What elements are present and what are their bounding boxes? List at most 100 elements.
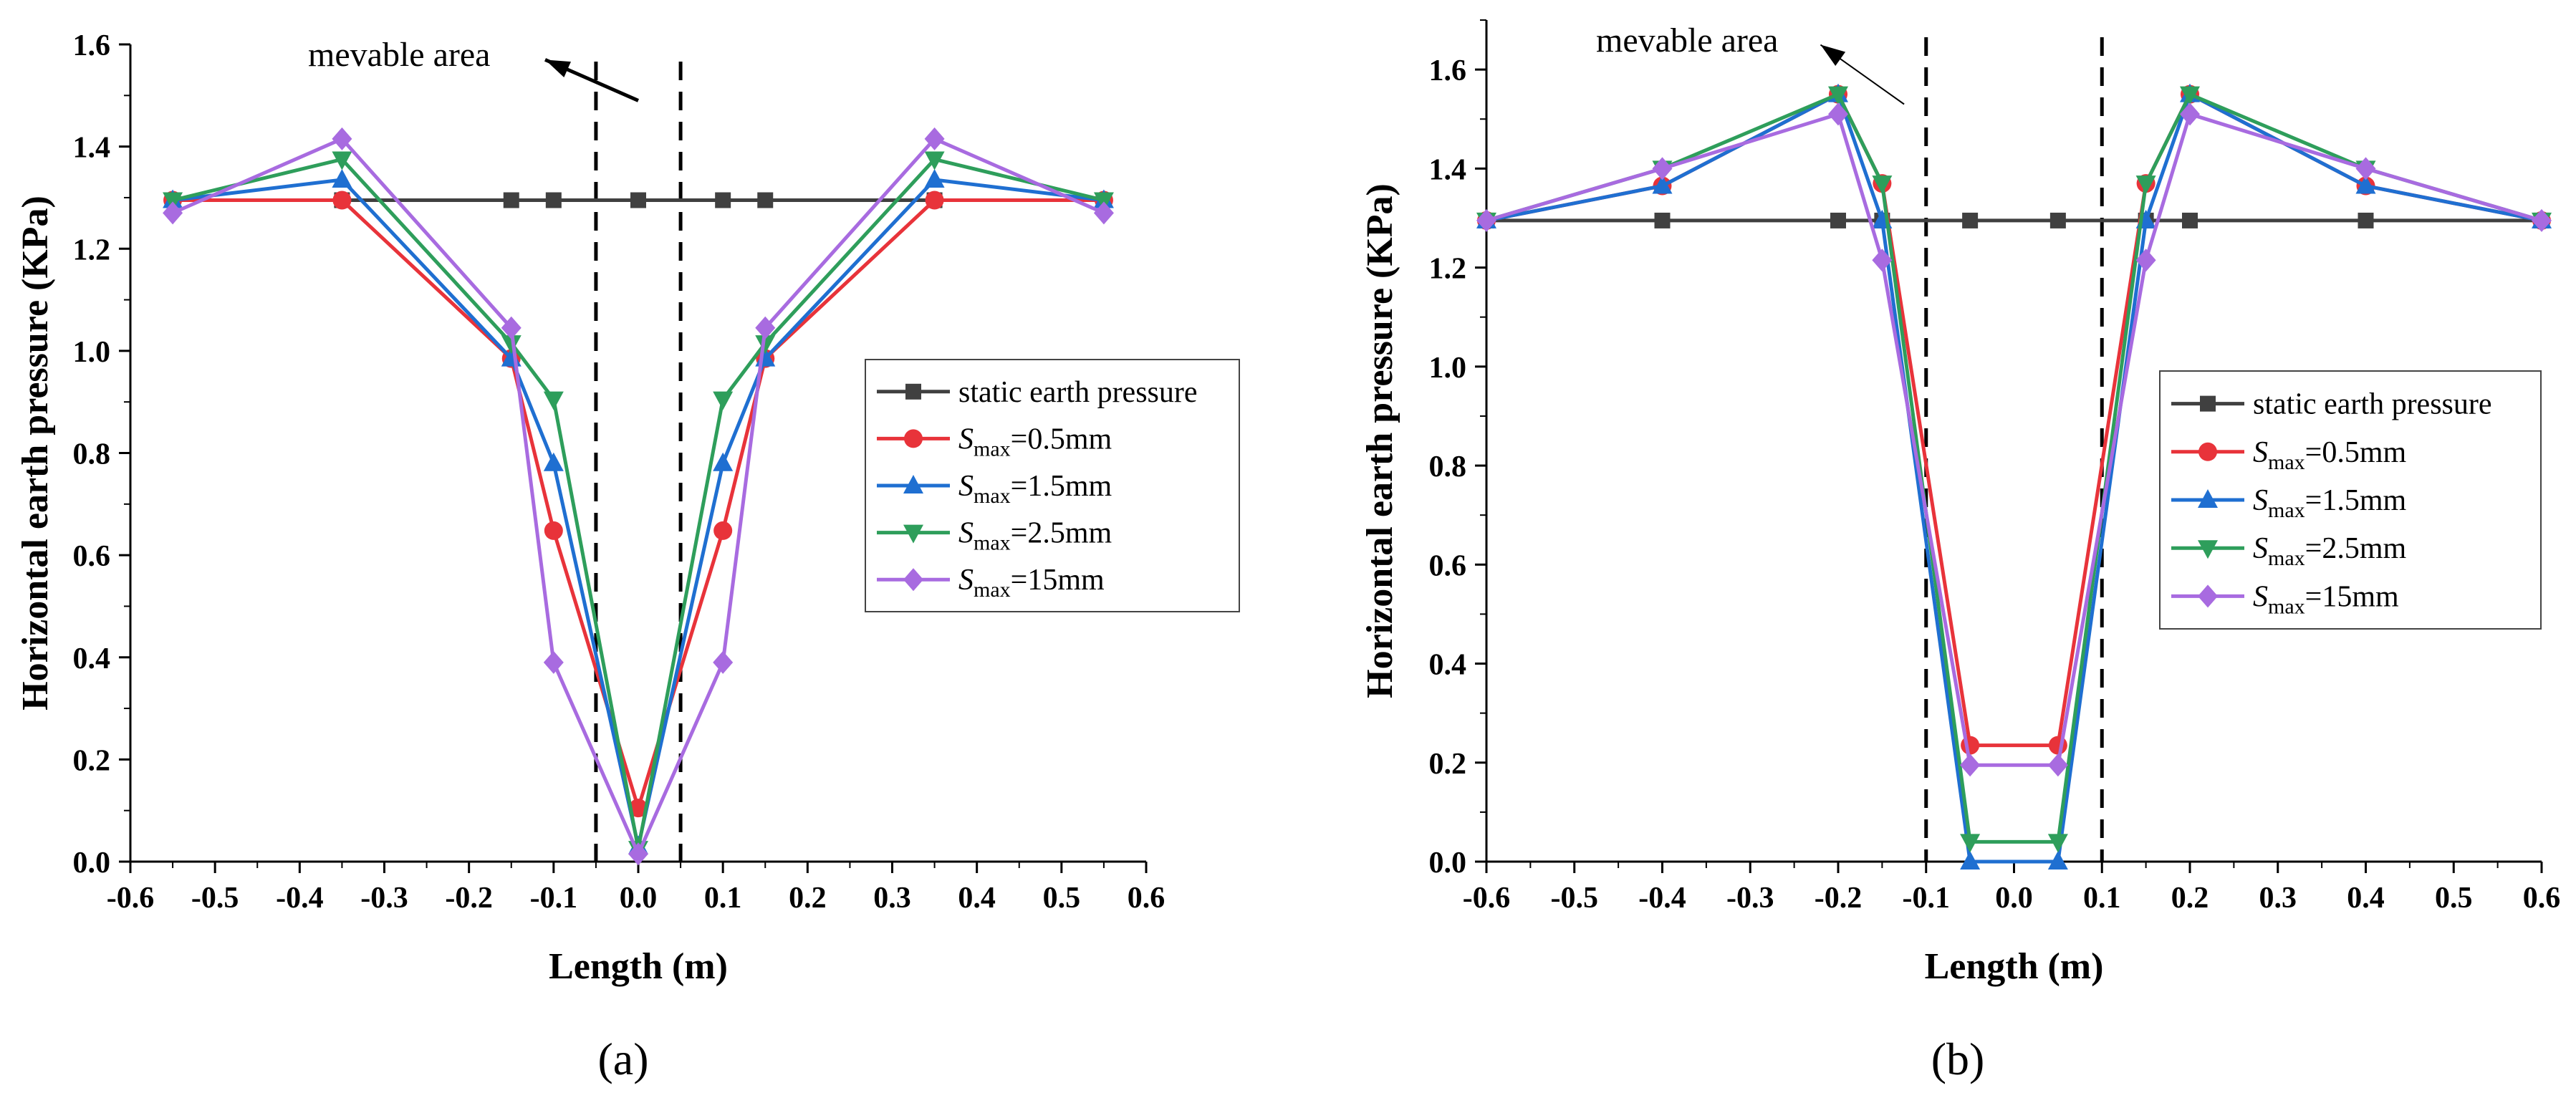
legend: static earth pressure Smax=0.5mm Smax=1.5m… <box>865 359 1240 612</box>
data-point <box>1093 201 1114 225</box>
y-tick-label: 0.0 <box>1429 847 1467 880</box>
data-point <box>1872 249 1893 272</box>
data-point <box>1828 86 1848 105</box>
data-point <box>332 168 352 188</box>
data-point <box>713 391 734 410</box>
legend-marker <box>2198 489 2218 508</box>
x-tick-label: -0.1 <box>530 882 578 915</box>
data-point <box>1828 102 1848 126</box>
x-axis-title: Length (m) <box>1925 946 2104 987</box>
data-point <box>1961 736 1980 755</box>
data-point <box>1960 834 1981 853</box>
data-point <box>1654 212 1671 228</box>
data-point <box>2047 753 2068 777</box>
data-point <box>544 521 563 540</box>
data-point <box>2180 86 2200 105</box>
legend-marker <box>903 568 923 592</box>
data-point <box>2049 212 2066 228</box>
x-tick-label: -0.2 <box>445 882 493 915</box>
data-point <box>1960 753 1981 777</box>
data-point <box>1652 157 1673 180</box>
y-tick-label: 0.2 <box>73 744 111 777</box>
data-point <box>1830 212 1846 228</box>
series-line <box>1486 112 2542 767</box>
legend-entry: static earth pressure <box>958 376 1198 409</box>
data-point <box>629 799 648 818</box>
x-tick-label: 0.5 <box>2435 882 2473 915</box>
series-line <box>1486 92 2542 844</box>
data-point <box>2355 157 2376 180</box>
data-point <box>503 192 519 208</box>
legend-entry: static earth pressure <box>2253 388 2492 421</box>
legend-entry: Smax=1.5mm <box>958 470 1112 508</box>
data-point <box>2532 208 2552 232</box>
legend-entry: Smax=2.5mm <box>2253 532 2407 570</box>
y-tick-label: 1.4 <box>73 132 111 165</box>
y-axis-title: Horizontal earth pressure (KPa) <box>1360 183 1400 698</box>
data-point <box>1962 212 1979 228</box>
y-tick-label: 0.0 <box>73 847 111 880</box>
legend-marker <box>903 475 923 493</box>
y-tick-label: 1.4 <box>1429 153 1467 186</box>
y-tick-label: 1.6 <box>73 29 111 62</box>
data-point <box>713 650 734 674</box>
y-tick-label: 0.6 <box>1429 549 1467 582</box>
data-point <box>332 127 352 150</box>
legend-entry: Smax=1.5mm <box>2253 484 2407 522</box>
x-tick-label: -0.1 <box>1903 882 1951 915</box>
data-point <box>715 192 731 208</box>
legend-marker <box>905 383 921 400</box>
data-point <box>713 521 733 540</box>
data-point <box>332 151 352 170</box>
legend-entry: Smax=2.5mm <box>958 517 1112 555</box>
data-point <box>543 391 564 410</box>
x-tick-label: 0.6 <box>2523 882 2561 915</box>
y-tick-label: 0.8 <box>1429 451 1467 483</box>
y-tick-label: 1.2 <box>1429 253 1467 286</box>
x-tick-label: 0.6 <box>1128 882 1166 915</box>
series-4 <box>163 127 1114 866</box>
legend-marker <box>2198 584 2218 608</box>
data-point <box>1652 175 1673 194</box>
data-point <box>501 316 522 339</box>
x-tick-label: 0.1 <box>704 882 742 915</box>
x-tick-label: -0.5 <box>1551 882 1599 915</box>
x-tick-label: -0.3 <box>1726 882 1774 915</box>
y-axis-title: Horizontal earth pressure (KPa) <box>15 196 56 711</box>
annotation-label: mevable area <box>1596 21 1778 59</box>
data-point <box>332 191 352 210</box>
data-point <box>2358 212 2374 228</box>
legend-marker <box>904 429 923 448</box>
legend-marker <box>2198 540 2218 559</box>
data-point <box>713 452 734 471</box>
x-tick-label: 0.4 <box>2347 882 2385 915</box>
legend-entry: Smax=0.5mm <box>958 423 1112 461</box>
data-point <box>545 192 562 208</box>
x-tick-label: -0.6 <box>1463 882 1511 915</box>
x-axis-title: Length (m) <box>549 946 728 987</box>
legend-marker <box>903 524 923 544</box>
x-tick-label: 0.3 <box>873 882 911 915</box>
x-tick-label: 0.2 <box>789 882 827 915</box>
data-point <box>163 201 183 225</box>
data-point <box>2135 249 2156 272</box>
x-tick-label: 0.0 <box>1995 882 2033 915</box>
data-point <box>2182 212 2198 228</box>
x-tick-label: 0.0 <box>620 882 658 915</box>
legend-marker <box>2200 395 2216 412</box>
data-point <box>755 316 776 339</box>
data-point <box>2180 102 2200 126</box>
annotation-arrow-head <box>545 59 571 78</box>
x-tick-label: 0.4 <box>958 882 996 915</box>
x-tick-label: -0.6 <box>107 882 155 915</box>
y-tick-label: 0.4 <box>1429 649 1467 682</box>
data-point <box>543 650 564 674</box>
data-point <box>1872 175 1893 195</box>
data-point <box>1960 851 1981 870</box>
panel-label: (a) <box>597 1034 648 1084</box>
x-tick-label: 0.1 <box>2083 882 2121 915</box>
data-point <box>755 335 776 355</box>
legend-entry: Smax=15mm <box>2253 580 2399 618</box>
x-tick-label: -0.3 <box>360 882 408 915</box>
chart-panel-a: -0.6 -0.5 -0.4 -0.3 -0.2 -0.1 0.0 0.1 0.2 0.3 0.4 0… <box>15 29 1240 1084</box>
